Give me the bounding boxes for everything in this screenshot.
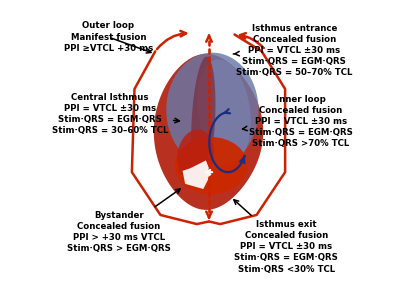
Text: Inner loop
Concealed fusion
PPI = VTCL ±30 ms
Stim·QRS = EGM·QRS
Stim·QRS >70% T: Inner loop Concealed fusion PPI = VTCL ±…	[242, 95, 353, 148]
Ellipse shape	[197, 60, 251, 163]
Ellipse shape	[177, 130, 214, 181]
Ellipse shape	[166, 53, 259, 167]
Text: Isthmus entrance
Concealed fusion
PPI = VTCL ±30 ms
Stim·QRS = EGM·QRS
Stim·QRS : Isthmus entrance Concealed fusion PPI = …	[233, 24, 352, 78]
Text: Central Isthmus
PPI = VTCL ±30 ms
Stim·QRS = EGM·QRS
Stim·QRS = 30–60% TCL: Central Isthmus PPI = VTCL ±30 ms Stim·Q…	[52, 92, 179, 135]
FancyBboxPatch shape	[76, 0, 341, 263]
Text: Isthmus exit
Concealed fusion
PPI = VTCL ±30 ms
Stim·QRS = EGM·QRS
Stim·QRS <30%: Isthmus exit Concealed fusion PPI = VTCL…	[234, 200, 338, 274]
Polygon shape	[183, 160, 211, 189]
Ellipse shape	[191, 57, 216, 186]
Polygon shape	[154, 54, 263, 210]
Text: Outer loop
Manifest fusion
PPI ≥VTCL +30 ms: Outer loop Manifest fusion PPI ≥VTCL +30…	[64, 21, 153, 53]
Text: Bystander
Concealed fusion
PPI > +30 ms VTCL
Stim·QRS > EGM·QRS: Bystander Concealed fusion PPI > +30 ms …	[67, 189, 180, 253]
Ellipse shape	[175, 137, 247, 194]
